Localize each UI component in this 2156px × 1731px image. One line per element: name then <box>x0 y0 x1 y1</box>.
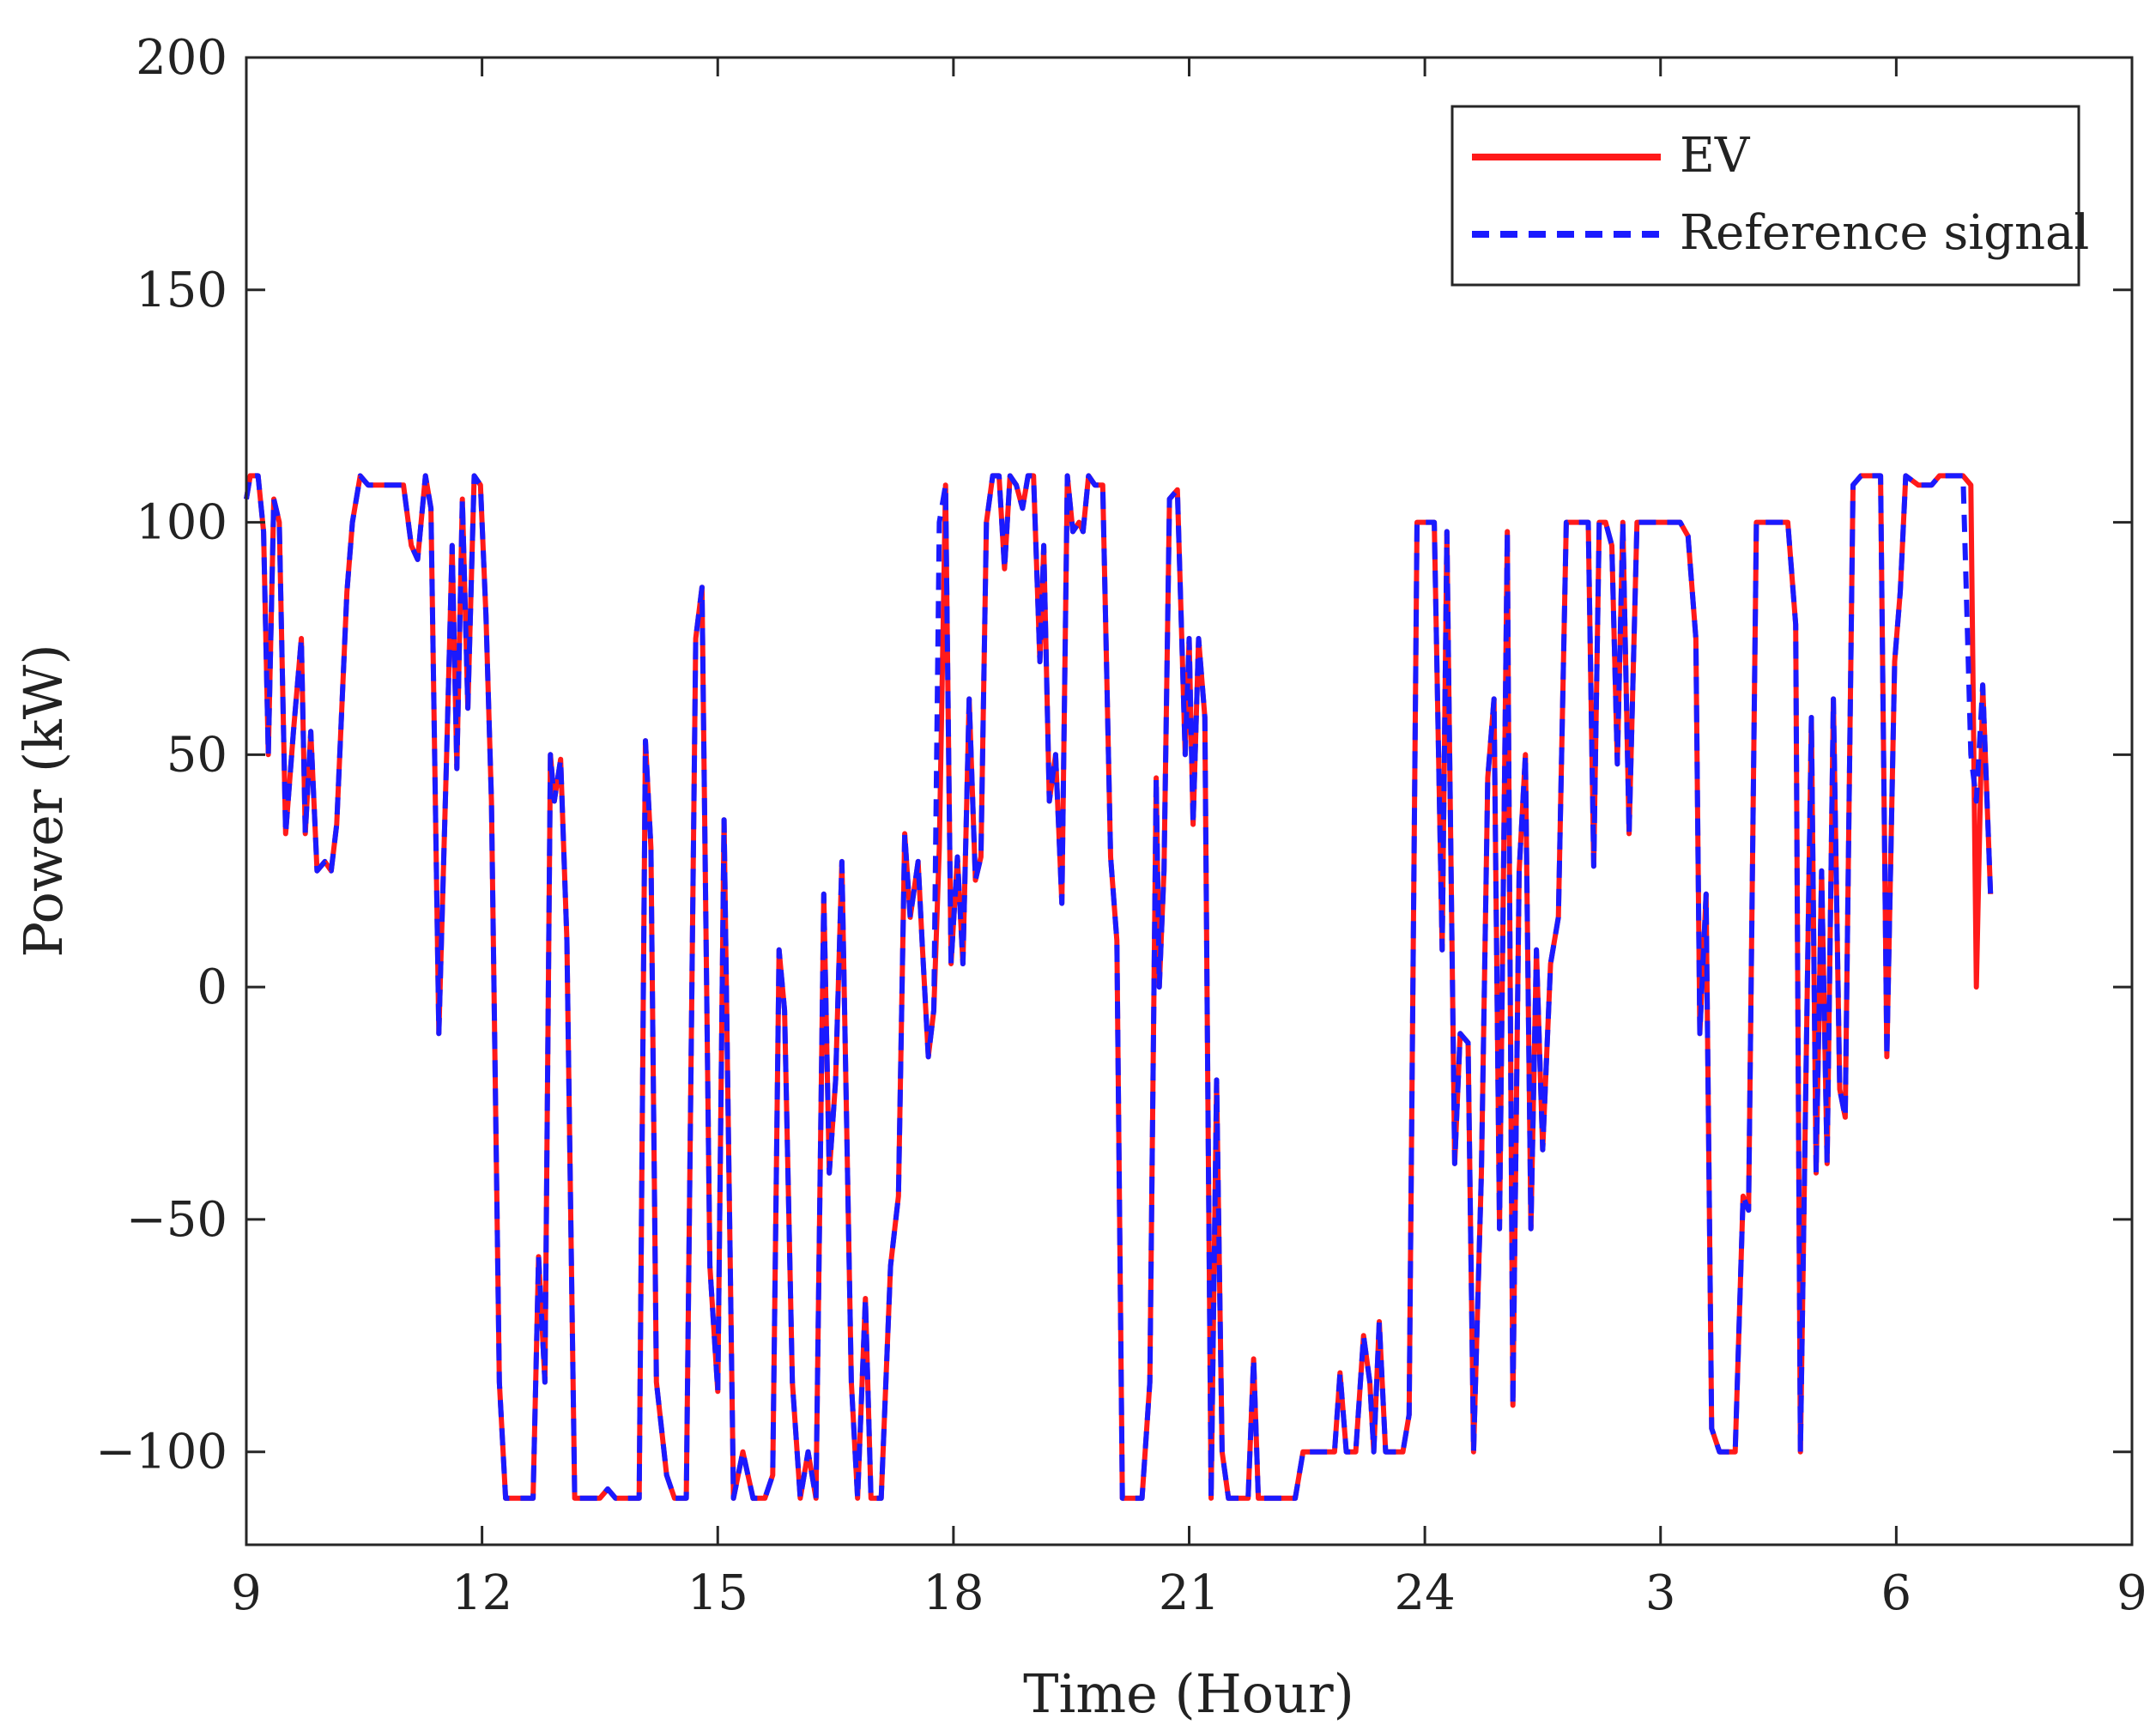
x-tick-label: 21 <box>1159 1565 1220 1621</box>
x-tick-label: 15 <box>687 1565 748 1621</box>
legend-label-ev: EV <box>1680 128 1751 184</box>
y-tick-label: 0 <box>197 959 227 1015</box>
y-tick-label: −50 <box>126 1192 227 1248</box>
x-tick-label: 24 <box>1394 1565 1455 1621</box>
y-tick-label: 50 <box>167 727 227 783</box>
legend-box <box>1450 105 2080 287</box>
x-tick-label: 9 <box>2117 1565 2147 1621</box>
series-layer <box>244 473 1994 1501</box>
ticks <box>245 56 2134 1545</box>
x-tick-label: 3 <box>1645 1565 1676 1621</box>
y-tick-label: 200 <box>136 30 227 86</box>
y-tick-label: 100 <box>136 495 227 551</box>
x-tick-label: 6 <box>1881 1565 1912 1621</box>
x-axis-title: Time (Hour) <box>1023 1662 1354 1725</box>
x-tick-label: 12 <box>451 1565 512 1621</box>
series-line-reference-signal <box>244 473 1994 1501</box>
y-axis-title: Power (kW) <box>12 644 75 957</box>
y-tick-label: −100 <box>95 1425 227 1480</box>
x-tick-label: 9 <box>231 1565 262 1621</box>
x-tick-label: 18 <box>923 1565 984 1621</box>
legend: EV Reference signal <box>1450 105 2089 287</box>
y-tick-label: 150 <box>136 263 227 318</box>
tick-labels: 9 12 15 18 21 24 3 6 9 −100 −50 0 50 100 150 200 <box>95 30 2147 1621</box>
legend-label-reference-signal: Reference signal <box>1680 205 2089 261</box>
